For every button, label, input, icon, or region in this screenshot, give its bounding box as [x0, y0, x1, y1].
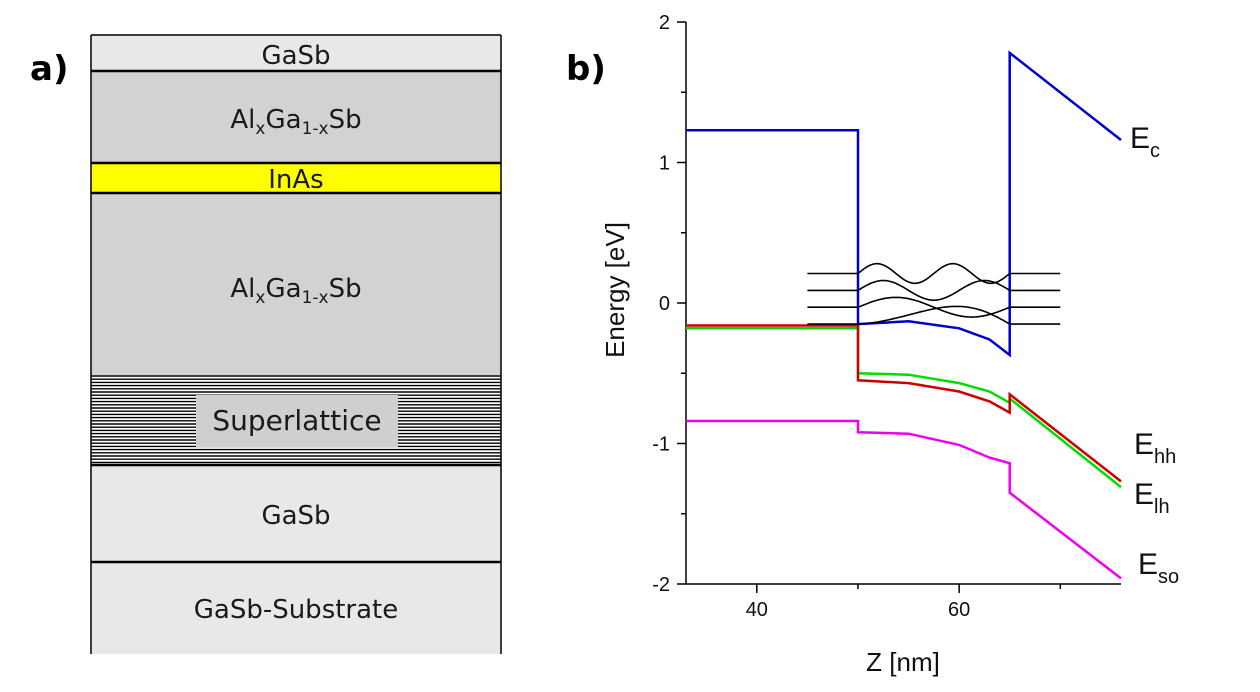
axis-tick-labels: 2 1 0 -1 -2 40 60 — [652, 12, 970, 621]
wavefunction-curve — [807, 279, 1061, 302]
x-axis-title: Z [nm] — [866, 647, 940, 677]
band-series — [686, 50, 1122, 580]
series-line-lh — [686, 327, 1122, 489]
y-tick-label: 2 — [659, 12, 670, 34]
y-tick-label: -1 — [652, 434, 670, 456]
layer-gasb-cap — [91, 35, 501, 71]
layer-inas — [91, 163, 501, 193]
x-tick-label: 60 — [948, 599, 970, 621]
series-line-hh — [686, 324, 1122, 483]
layer-label-gasb-buffer: GaSb — [261, 501, 330, 531]
chart-axes — [685, 22, 1121, 585]
band-label-c: Ec — [1130, 122, 1160, 162]
wavefunction-curve — [807, 262, 1061, 285]
layer-label-algasb-top: AlxGa1-xSb — [230, 105, 361, 139]
stack-outline — [90, 34, 502, 654]
wavefunction-curve — [807, 305, 1061, 325]
layer-interfaces — [91, 69, 501, 564]
panel-a-label: a) — [30, 49, 68, 89]
layer-algasb-bottom — [91, 193, 501, 375]
layer-gasb-buffer — [91, 465, 501, 562]
layer-gasb-substrate — [91, 562, 501, 654]
layer-label-algasb-bottom: AlxGa1-xSb — [230, 274, 361, 308]
y-tick-label: 1 — [659, 153, 670, 175]
y-tick-label: 0 — [659, 293, 670, 315]
layer-label-superlattice: Superlattice — [212, 404, 381, 437]
layer-label-inas: InAs — [268, 165, 323, 195]
y-axis-title: Energy [eV] — [600, 222, 630, 358]
band-label-lh: Elh — [1134, 478, 1170, 518]
panel-a: a) GaSb AlxGa1-xSb I — [30, 34, 502, 654]
superlattice-label-background — [196, 395, 398, 447]
panel-b-label: b) — [566, 49, 606, 89]
wavefunction-curve — [807, 296, 1061, 318]
band-label-so: Eso — [1138, 548, 1179, 588]
layer-label-gasb-substrate: GaSb-Substrate — [194, 595, 399, 625]
x-tick-label: 40 — [746, 599, 768, 621]
wavefunctions — [807, 262, 1061, 325]
band-label-hh: Ehh — [1134, 428, 1176, 468]
axis-ticks — [677, 21, 1062, 593]
y-tick-label: -2 — [652, 574, 670, 596]
layer-label-gasb-cap: GaSb — [261, 41, 330, 71]
panel-b: b) 2 1 0 -1 -2 40 60 Z [nm] Energy [eV] Ec Ehh… — [566, 12, 1179, 677]
series-line-so — [686, 419, 1122, 580]
layer-algasb-top — [91, 71, 501, 163]
series-line-c — [686, 50, 1122, 358]
